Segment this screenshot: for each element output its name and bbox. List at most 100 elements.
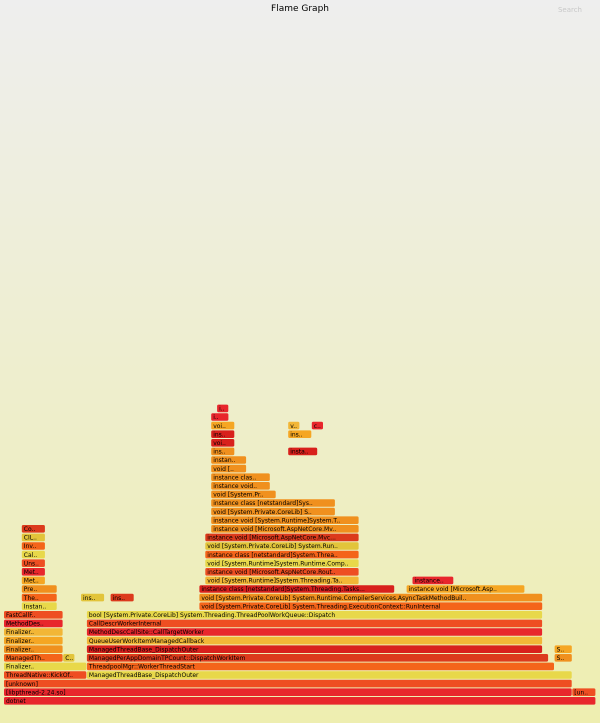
frame-bar[interactable] bbox=[110, 593, 134, 602]
frame-bar[interactable] bbox=[199, 593, 543, 602]
frame-bar[interactable] bbox=[199, 585, 395, 593]
frame-bar[interactable] bbox=[21, 585, 57, 593]
frame[interactable]: ins.. bbox=[81, 593, 105, 602]
frame-bar[interactable] bbox=[199, 602, 543, 610]
frame[interactable]: instance.. bbox=[412, 576, 454, 585]
frame-bar[interactable] bbox=[205, 533, 359, 542]
frame-bar[interactable] bbox=[211, 430, 235, 438]
frame-bar[interactable] bbox=[211, 473, 270, 481]
frame[interactable]: CIL.. bbox=[21, 533, 45, 542]
frame[interactable]: C.. bbox=[63, 654, 75, 662]
frame[interactable]: c.. bbox=[311, 421, 323, 430]
frame[interactable]: instance clas.. bbox=[211, 473, 270, 481]
frame-bar[interactable] bbox=[81, 593, 105, 602]
frame[interactable]: Cal.. bbox=[21, 550, 45, 559]
frame[interactable]: CallDescrWorkerInternal bbox=[86, 619, 543, 628]
frame[interactable]: ins.. bbox=[211, 447, 235, 456]
frame-bar[interactable] bbox=[554, 645, 572, 653]
frame-bar[interactable] bbox=[4, 619, 63, 628]
frame[interactable]: S.. bbox=[554, 654, 572, 662]
frame-bar[interactable] bbox=[86, 611, 543, 619]
frame-bar[interactable] bbox=[21, 533, 45, 542]
frame-bar[interactable] bbox=[211, 490, 276, 499]
frame-bar[interactable] bbox=[288, 421, 300, 430]
frame[interactable]: ins.. bbox=[211, 430, 235, 438]
frame[interactable]: instance void [Microsoft.AspNetCore.Mv.. bbox=[211, 525, 359, 533]
frame[interactable]: instance void.. bbox=[211, 482, 270, 490]
frame-bar[interactable] bbox=[4, 645, 63, 653]
frame[interactable]: void [.. bbox=[211, 464, 247, 473]
frame[interactable]: ManagedThreadBase_DispatchOuter bbox=[86, 645, 543, 653]
frame-bar[interactable] bbox=[86, 654, 549, 662]
frame-bar[interactable] bbox=[311, 421, 323, 430]
frame[interactable]: Pre.. bbox=[21, 585, 57, 593]
frame-bar[interactable] bbox=[205, 542, 359, 550]
frame[interactable]: i.. bbox=[217, 404, 229, 413]
frame[interactable]: void [System.Runtime]System.Runtime.Comp… bbox=[205, 559, 359, 567]
frame[interactable]: Met.. bbox=[21, 576, 45, 585]
frame-bar[interactable] bbox=[211, 516, 359, 524]
frame[interactable]: Uns.. bbox=[21, 559, 45, 567]
frame-bar[interactable] bbox=[4, 654, 63, 662]
frame[interactable]: MethodDes.. bbox=[4, 619, 63, 628]
frame[interactable]: dotnet bbox=[4, 697, 596, 705]
frame[interactable]: void [System.Private.CoreLib] S.. bbox=[211, 507, 335, 516]
frame[interactable]: Met.. bbox=[21, 568, 45, 576]
frame[interactable]: ManagedThreadBase_DispatchOuter bbox=[86, 671, 572, 679]
frame[interactable]: QueueUserWorkItemManagedCallback bbox=[86, 636, 543, 645]
frame-bar[interactable] bbox=[211, 456, 247, 464]
frame-bar[interactable] bbox=[86, 619, 543, 628]
frame[interactable]: MethodDescCallSite::CallTargetWorker bbox=[86, 628, 543, 636]
frame[interactable]: The.. bbox=[21, 593, 57, 602]
frame-bar[interactable] bbox=[21, 568, 45, 576]
frame[interactable]: void [System.Runtime]System.Threading.Ta… bbox=[205, 576, 359, 585]
frame[interactable]: ManagedPerAppDomainTPCount::DispatchWork… bbox=[86, 654, 549, 662]
frame[interactable]: void [System.Pr.. bbox=[211, 490, 276, 499]
frame[interactable]: ThreadpoolMgr::WorkerThreadStart bbox=[86, 662, 555, 671]
frame[interactable]: instance void [System.Runtime]System.T.. bbox=[211, 516, 359, 524]
frame-bar[interactable] bbox=[4, 636, 63, 645]
frame-bar[interactable] bbox=[406, 585, 525, 593]
frame-bar[interactable] bbox=[217, 404, 229, 413]
frame-bar[interactable] bbox=[211, 447, 235, 456]
frame[interactable]: ManagedTh.. bbox=[4, 654, 63, 662]
frame[interactable]: Inv.. bbox=[21, 542, 45, 550]
frame[interactable]: ThreadNative::KickOf.. bbox=[4, 671, 87, 679]
frame-bar[interactable] bbox=[86, 628, 543, 636]
frame-bar[interactable] bbox=[288, 430, 312, 438]
frame[interactable]: [unknown] bbox=[4, 679, 572, 688]
frame[interactable]: voi.. bbox=[211, 421, 235, 430]
frame-bar[interactable] bbox=[211, 421, 235, 430]
frame[interactable]: instance void [Microsoft.Asp.. bbox=[406, 585, 525, 593]
frame-bar[interactable] bbox=[21, 525, 45, 533]
frame-bar[interactable] bbox=[21, 559, 45, 567]
frame-bar[interactable] bbox=[554, 654, 572, 662]
frame[interactable]: Finalizer.. bbox=[4, 628, 63, 636]
frame[interactable]: instance class [netstandard]System.Threa… bbox=[199, 585, 395, 593]
frame[interactable]: void [System.Private.CoreLib] System.Thr… bbox=[199, 602, 543, 610]
search-button[interactable]: Search bbox=[557, 6, 582, 14]
frame[interactable]: S.. bbox=[554, 645, 572, 653]
frame-bar[interactable] bbox=[86, 671, 572, 679]
frame-bar[interactable] bbox=[4, 688, 572, 696]
frame-bar[interactable] bbox=[4, 697, 596, 705]
frame-bar[interactable] bbox=[211, 507, 335, 516]
frame-bar[interactable] bbox=[4, 679, 572, 688]
frame-bar[interactable] bbox=[211, 413, 229, 421]
frame-bar[interactable] bbox=[4, 671, 87, 679]
frame[interactable]: void [System.Private.CoreLib] System.Run… bbox=[205, 542, 359, 550]
frame-bar[interactable] bbox=[211, 482, 270, 490]
frame[interactable]: void [System.Private.CoreLib] System.Run… bbox=[199, 593, 543, 602]
frame-bar[interactable] bbox=[211, 464, 247, 473]
frame-bar[interactable] bbox=[4, 662, 87, 671]
frame-bar[interactable] bbox=[21, 550, 45, 559]
frame[interactable]: instan.. bbox=[211, 456, 247, 464]
frame[interactable]: [libpthread-2.24.so] bbox=[4, 688, 572, 696]
frame[interactable]: Finalizer.. bbox=[4, 636, 63, 645]
frame[interactable]: Finalizer.. bbox=[4, 645, 63, 653]
frame-bar[interactable] bbox=[205, 559, 359, 567]
frame[interactable]: instance class [netstandard]Sys.. bbox=[211, 499, 335, 507]
frame[interactable]: ins.. bbox=[110, 593, 134, 602]
frame-bar[interactable] bbox=[211, 499, 335, 507]
frame-bar[interactable] bbox=[205, 568, 359, 576]
